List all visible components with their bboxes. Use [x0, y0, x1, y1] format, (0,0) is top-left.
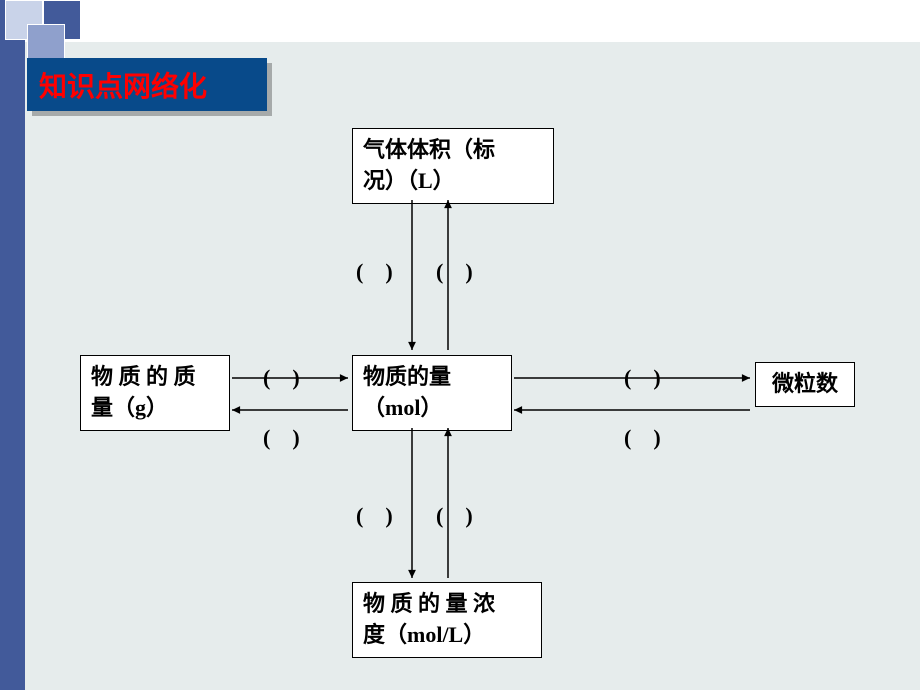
- paren-left-upper: ( ): [263, 360, 300, 392]
- node-concentration-text: 物 质 的 量 浓 度（mol/L）: [363, 591, 495, 647]
- paren-left-lower: ( ): [263, 420, 300, 452]
- top-white-bar: [0, 0, 920, 42]
- node-particles: 微粒数: [755, 362, 855, 407]
- paren-right-upper: ( ): [624, 360, 661, 392]
- left-stripe: [0, 0, 25, 690]
- paren-top-left: ( ): [356, 254, 393, 286]
- node-amount: 物质的量 （mol）: [352, 355, 512, 431]
- paren-bottom-left: ( ): [356, 498, 393, 530]
- node-mass-text: 物 质 的 质 量（g）: [91, 364, 196, 420]
- node-mass: 物 质 的 质 量（g）: [80, 355, 230, 431]
- node-amount-text: 物质的量 （mol）: [363, 364, 451, 420]
- node-gas-volume-text: 气体体积（标 况）（L）: [363, 137, 495, 193]
- slide-title: 知识点网络化: [27, 58, 267, 111]
- decor-square-3: [27, 24, 65, 62]
- slide-title-text: 知识点网络化: [39, 65, 207, 105]
- paren-right-lower: ( ): [624, 420, 661, 452]
- node-concentration: 物 质 的 量 浓 度（mol/L）: [352, 582, 542, 658]
- node-gas-volume: 气体体积（标 况）（L）: [352, 128, 554, 204]
- paren-bottom-right: ( ): [436, 498, 473, 530]
- paren-top-right: ( ): [436, 254, 473, 286]
- node-particles-text: 微粒数: [772, 371, 838, 396]
- slide-canvas: 知识点网络化 气体体积（标 况）（L） 物 质 的 质 量（g） 物质的量 （m…: [0, 0, 920, 690]
